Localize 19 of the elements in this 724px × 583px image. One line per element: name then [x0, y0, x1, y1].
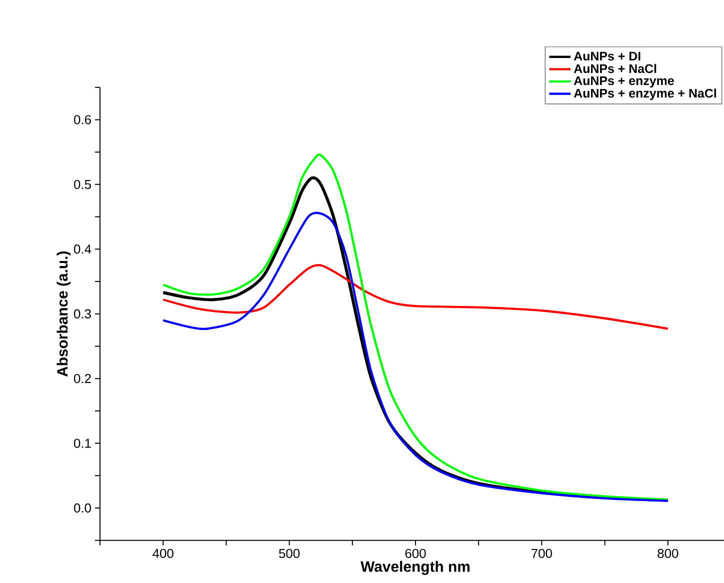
x-tick-label: 400	[152, 548, 174, 558]
legend-label: AuNPs + NaCl	[574, 64, 656, 74]
y-tick-label: 0.3	[74, 309, 91, 318]
y-tick-label: 0.5	[74, 180, 91, 190]
y-tick-label: 0.4	[74, 244, 92, 254]
legend-label: AuNPs + DI	[574, 52, 640, 61]
legend-label: AuNPs + enzyme	[574, 76, 674, 88]
y-tick-label: 0.1	[74, 438, 91, 448]
x-tick-label: 600	[405, 548, 426, 558]
x-tick-label: 700	[532, 548, 552, 558]
y-tick-label: 0.0	[74, 503, 91, 513]
line-series	[162, 264, 669, 330]
x-tick-label: 800	[658, 548, 678, 558]
legend-label: AuNPs + enzyme + NaCl	[574, 88, 716, 100]
x-tick-label: 500	[279, 548, 300, 558]
x-axis-title: Wavelength nm	[360, 560, 470, 575]
y-axis-title: Absorbance (a.u.)	[56, 252, 71, 377]
y-tick-label: 0.6	[74, 115, 91, 124]
y-tick-label: 0.2	[74, 374, 91, 384]
